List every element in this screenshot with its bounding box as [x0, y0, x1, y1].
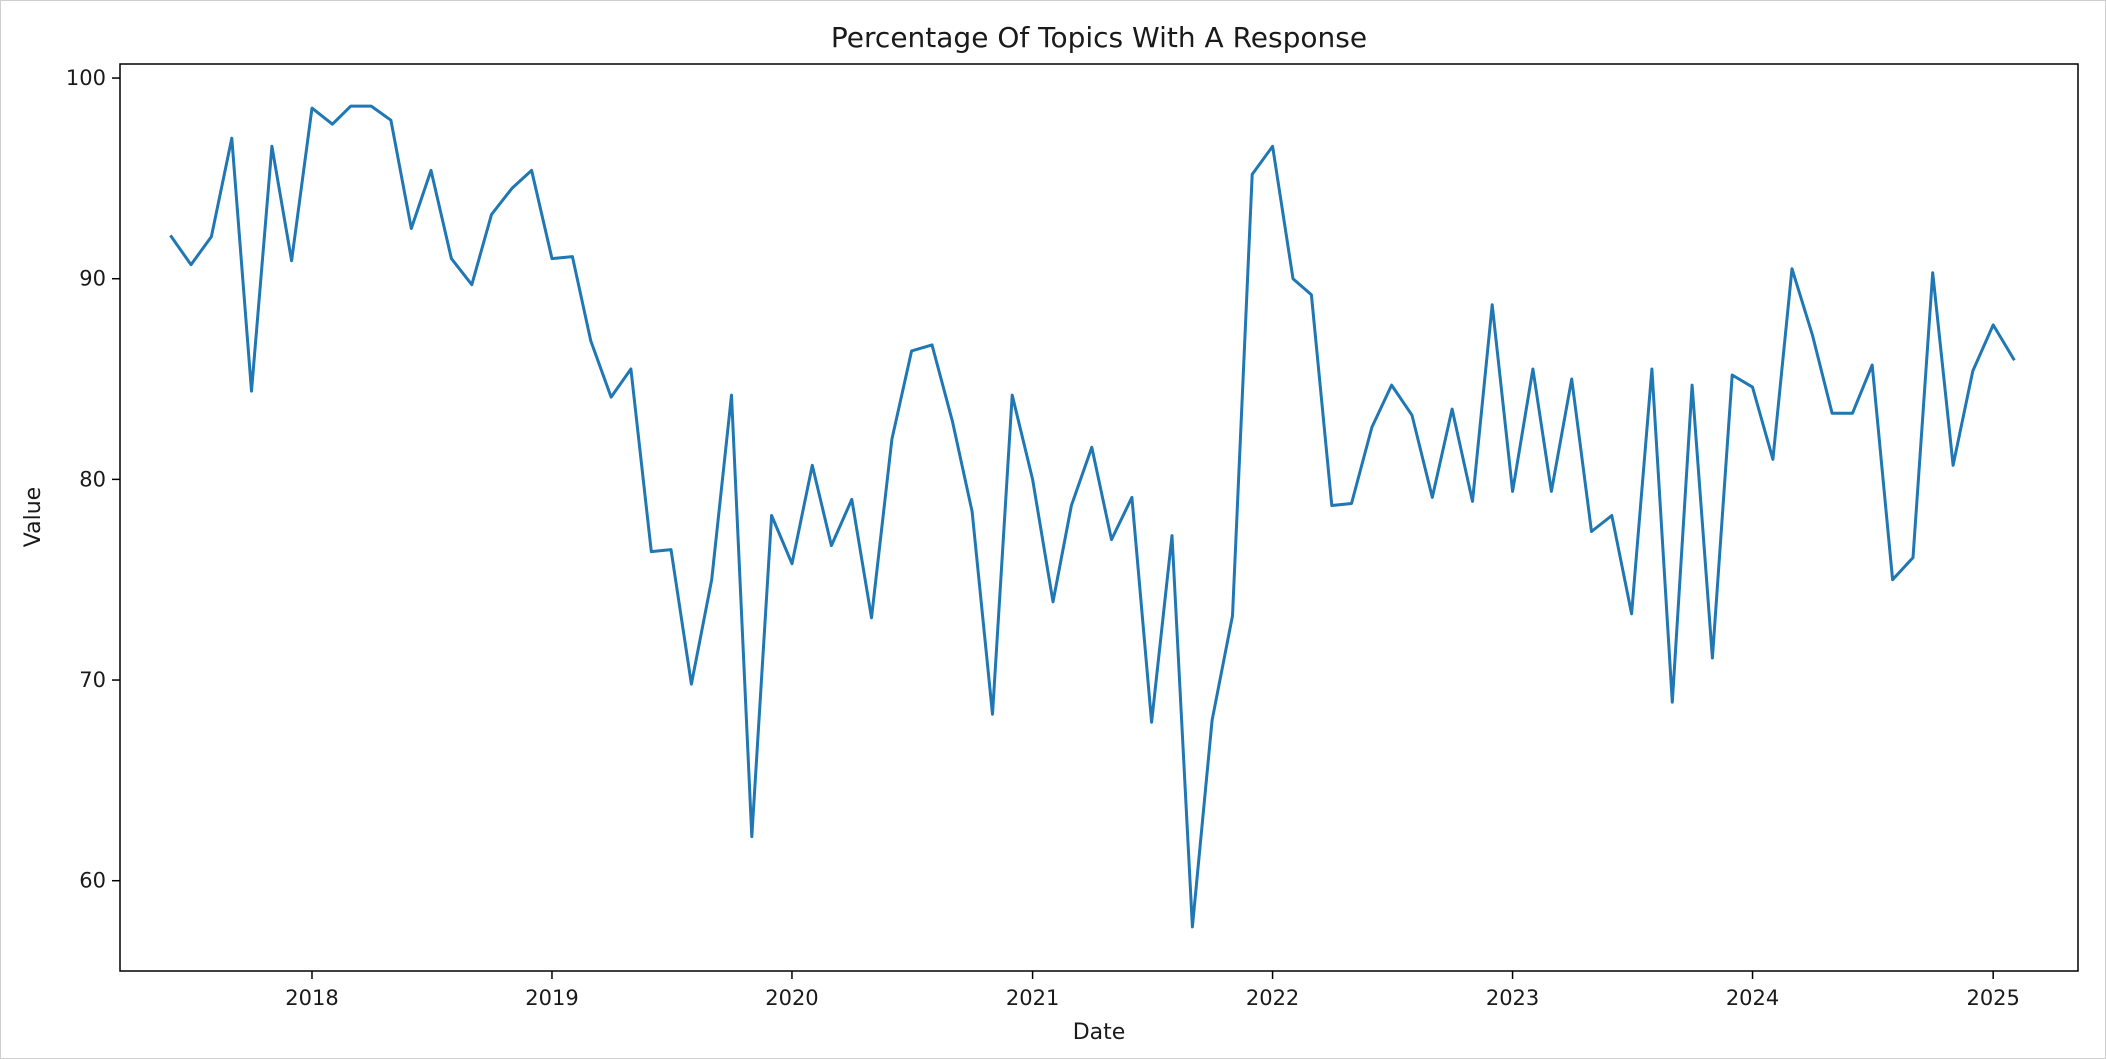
plot-area: 60 70 80 90 100 2018 2019 2020 2021 2022 2023 2024…	[66, 63, 2079, 1010]
x-tick-label: 2018	[285, 986, 338, 1010]
x-tick-label: 2019	[525, 986, 578, 1010]
y-tick-label: 100	[66, 66, 106, 90]
x-tick-label: 2020	[765, 986, 818, 1010]
series-layer	[169, 104, 2016, 929]
y-axis-label: Value	[21, 487, 46, 547]
x-tick-label: 2025	[1966, 986, 2019, 1010]
y-axis: 60 70 80 90 100	[66, 66, 120, 893]
x-tick-label: 2023	[1486, 986, 1539, 1010]
x-axis: 2018 2019 2020 2021 2022 2023 2024 2025	[285, 971, 2020, 1010]
x-tick-label: 2021	[1006, 986, 1059, 1010]
series-line-1	[169, 104, 2016, 929]
y-tick-label: 70	[79, 668, 106, 692]
chart-title: Percentage Of Topics With A Response	[831, 21, 1367, 54]
axes-box	[119, 63, 2079, 972]
y-tick-label: 60	[79, 869, 106, 893]
x-tick-label: 2022	[1246, 986, 1299, 1010]
x-axis-label: Date	[1073, 1020, 1126, 1045]
x-tick-label: 2024	[1726, 986, 1779, 1010]
y-tick-label: 90	[79, 267, 106, 291]
y-tick-label: 80	[79, 467, 106, 491]
